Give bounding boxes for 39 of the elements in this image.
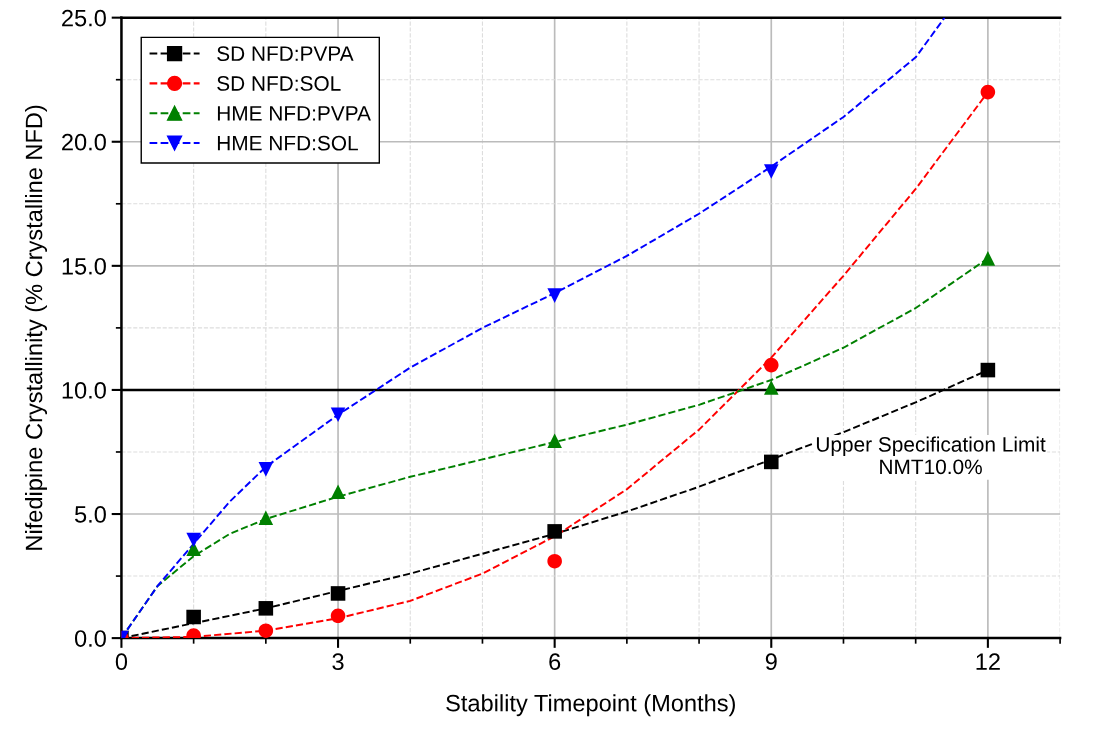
point [980, 251, 996, 266]
x-tick-label: 6 [549, 653, 561, 671]
point [330, 608, 346, 624]
x-tick-label: 0 [115, 653, 128, 671]
point [186, 532, 201, 548]
y-tick-label: 5.0 [74, 506, 106, 523]
point [330, 484, 346, 499]
legend-label: HME NFD:PVPA [217, 106, 371, 121]
point [980, 84, 996, 100]
point [547, 553, 562, 569]
point [330, 407, 346, 423]
point [763, 380, 779, 395]
legend-label: SD NFD:PVPA [217, 46, 354, 62]
point [763, 454, 779, 470]
point [258, 510, 274, 526]
point [547, 433, 562, 449]
y-tick-label: 20.0 [62, 133, 106, 151]
y-tick-label: 10.0 [62, 382, 106, 399]
point [258, 623, 274, 638]
legend-label: HME NFD:SOL [217, 135, 358, 151]
point [258, 601, 274, 616]
y-tick-label: 15.0 [62, 257, 106, 275]
x-tick-label: 12 [976, 653, 1000, 670]
point [980, 362, 996, 378]
point [763, 357, 779, 373]
point [763, 164, 779, 179]
y-tick-label: 0.0 [74, 630, 106, 647]
ref-line-label: Upper Specification Limit NMT10.0% [816, 436, 1046, 475]
x-axis-title: Stability Timepoint (Months) [446, 694, 735, 717]
point [547, 524, 562, 539]
x-tick-label: 3 [332, 653, 344, 671]
x-tick-label: 9 [765, 653, 777, 671]
point [547, 288, 562, 303]
point [186, 609, 201, 625]
y-tick-label: 25.0 [62, 9, 106, 27]
point [258, 462, 274, 477]
point [330, 586, 346, 601]
legend-label: SD NFD:SOL [217, 76, 341, 91]
y-axis-title: Nifedipine Crystallinity (% Crystalline NFD) [25, 105, 48, 550]
